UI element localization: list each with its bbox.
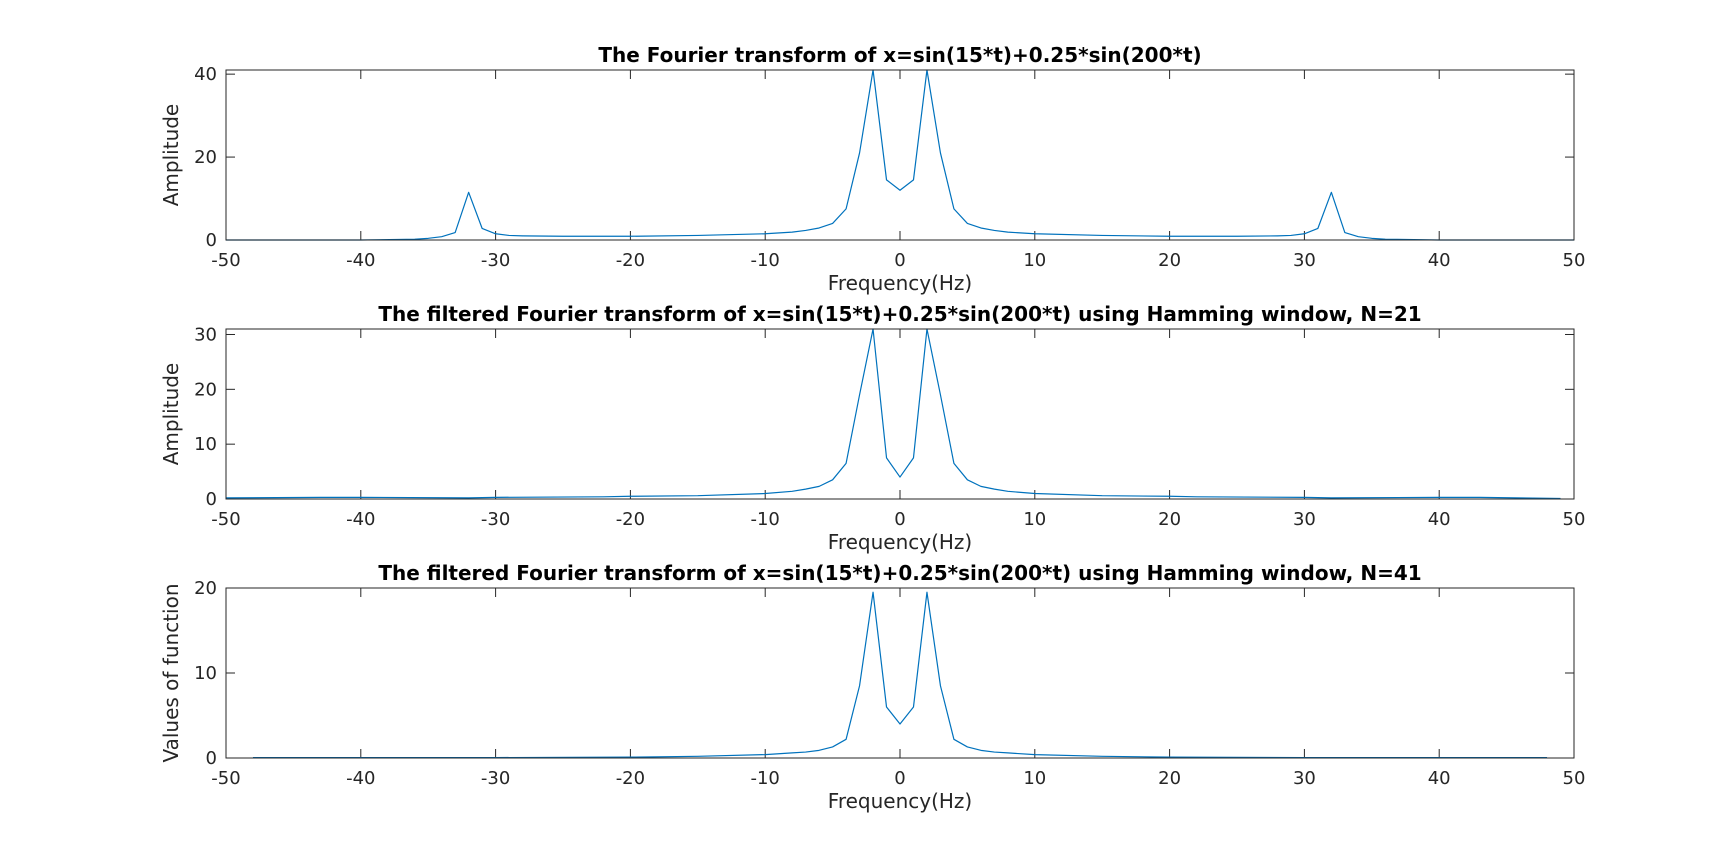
series-line bbox=[226, 69, 1574, 241]
x-tick-label: -30 bbox=[481, 768, 510, 789]
x-tick-label: 50 bbox=[1563, 509, 1586, 530]
x-tick-label: -20 bbox=[616, 509, 645, 530]
x-tick-label: 20 bbox=[1158, 768, 1181, 789]
chart-title: The filtered Fourier transform of x=sin(… bbox=[378, 561, 1421, 585]
x-tick-label: 10 bbox=[1023, 768, 1046, 789]
x-tick-label: 0 bbox=[894, 250, 905, 271]
y-tick-label: 0 bbox=[206, 748, 217, 769]
series-line bbox=[225, 328, 1561, 500]
x-tick-label: 20 bbox=[1158, 509, 1181, 530]
x-tick-label: 40 bbox=[1428, 250, 1451, 271]
x-tick-label: 10 bbox=[1023, 250, 1046, 271]
axes-frame bbox=[225, 69, 1575, 241]
x-axis-label: Frequency(Hz) bbox=[828, 530, 972, 554]
x-tick-label: 30 bbox=[1293, 250, 1316, 271]
x-tick-label: 30 bbox=[1293, 509, 1316, 530]
x-tick-label: -30 bbox=[481, 509, 510, 530]
x-tick-label: -10 bbox=[750, 509, 779, 530]
y-tick-label: 20 bbox=[194, 379, 217, 400]
x-tick-label: -20 bbox=[616, 768, 645, 789]
y-tick-label: 30 bbox=[194, 324, 217, 345]
x-tick-label: 40 bbox=[1428, 768, 1451, 789]
x-tick-label: 50 bbox=[1563, 768, 1586, 789]
x-tick-label: -50 bbox=[211, 768, 240, 789]
x-tick-label: -50 bbox=[211, 509, 240, 530]
x-tick-label: 0 bbox=[894, 768, 905, 789]
y-tick-label: 10 bbox=[194, 663, 217, 684]
x-tick-label: 30 bbox=[1293, 768, 1316, 789]
x-tick-label: -10 bbox=[750, 768, 779, 789]
y-axis-label: Amplitude bbox=[159, 104, 183, 207]
x-tick-label: 50 bbox=[1563, 250, 1586, 271]
x-tick-label: 0 bbox=[894, 509, 905, 530]
x-tick-label: 40 bbox=[1428, 509, 1451, 530]
x-tick-label: -40 bbox=[346, 250, 375, 271]
x-tick-label: -40 bbox=[346, 509, 375, 530]
y-tick-label: 20 bbox=[194, 578, 217, 599]
x-tick-label: -20 bbox=[616, 250, 645, 271]
x-axis-label: Frequency(Hz) bbox=[828, 271, 972, 295]
y-tick-label: 0 bbox=[206, 230, 217, 251]
y-tick-label: 10 bbox=[194, 434, 217, 455]
x-tick-label: 10 bbox=[1023, 509, 1046, 530]
axes-frame bbox=[225, 328, 1575, 500]
chart-title: The filtered Fourier transform of x=sin(… bbox=[378, 302, 1421, 326]
x-tick-label: -10 bbox=[750, 250, 779, 271]
y-axis-label: Amplitude bbox=[159, 363, 183, 466]
y-tick-label: 0 bbox=[206, 489, 217, 510]
x-tick-label: 20 bbox=[1158, 250, 1181, 271]
y-tick-label: 20 bbox=[194, 147, 217, 168]
chart-title: The Fourier transform of x=sin(15*t)+0.2… bbox=[598, 43, 1201, 67]
series-line bbox=[252, 591, 1548, 759]
y-axis-label: Values of function bbox=[159, 583, 183, 762]
y-tick-label: 40 bbox=[194, 64, 217, 85]
x-tick-label: -40 bbox=[346, 768, 375, 789]
x-tick-label: -30 bbox=[481, 250, 510, 271]
axes-frame bbox=[225, 587, 1575, 759]
x-tick-label: -50 bbox=[211, 250, 240, 271]
x-axis-label: Frequency(Hz) bbox=[828, 789, 972, 813]
